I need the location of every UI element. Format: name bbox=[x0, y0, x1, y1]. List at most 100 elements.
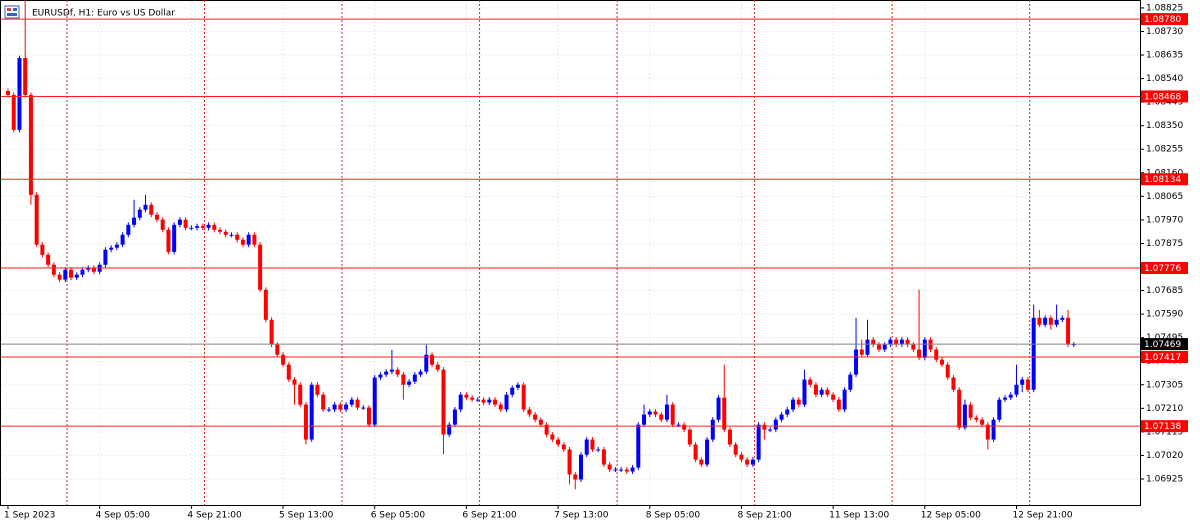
candle-body bbox=[727, 429, 732, 445]
candle-body bbox=[813, 384, 818, 395]
candle-body bbox=[378, 374, 383, 378]
candle-body bbox=[848, 374, 853, 390]
candle-body bbox=[647, 411, 652, 415]
candle-body bbox=[1014, 384, 1019, 395]
candle-body bbox=[332, 404, 337, 410]
candle-body bbox=[218, 229, 223, 232]
candle-body bbox=[888, 339, 893, 345]
x-tick-label: 1 Sep 2023 bbox=[4, 511, 55, 521]
candle-body bbox=[991, 419, 996, 440]
candle-body bbox=[510, 387, 515, 395]
level-label-box bbox=[1141, 420, 1188, 433]
candle-body bbox=[1003, 397, 1008, 400]
candle-body bbox=[464, 394, 469, 398]
candle-body bbox=[636, 424, 641, 468]
candle-body bbox=[773, 419, 778, 430]
candle-body bbox=[653, 411, 658, 415]
candle-body bbox=[556, 439, 561, 445]
y-tick-label: 1.08445 bbox=[1146, 98, 1183, 108]
candle-body bbox=[619, 469, 624, 471]
candle-body bbox=[590, 439, 595, 450]
y-tick-label: 1.07305 bbox=[1146, 380, 1183, 390]
level-label-box bbox=[1141, 261, 1188, 274]
chart-title: EURUSDf, H1: Euro vs US Dollar bbox=[32, 9, 175, 19]
candle-body bbox=[132, 217, 137, 225]
candle-body bbox=[493, 399, 498, 405]
candle-body bbox=[321, 394, 326, 410]
x-tick-label: 5 Sep 13:00 bbox=[279, 511, 334, 521]
candle-body bbox=[401, 374, 406, 385]
candle-body bbox=[808, 379, 813, 385]
candle-body bbox=[240, 239, 245, 245]
candle-body bbox=[154, 214, 159, 220]
candle-body bbox=[802, 379, 807, 405]
candle-body bbox=[922, 339, 927, 358]
candle-body bbox=[475, 399, 480, 401]
candle-body bbox=[968, 404, 973, 418]
candle-body bbox=[550, 434, 555, 440]
candle-body bbox=[894, 339, 899, 345]
y-tick-label: 1.08825 bbox=[1146, 3, 1183, 13]
level-label-box bbox=[1141, 90, 1188, 103]
candle-body bbox=[1060, 317, 1065, 320]
candle-body bbox=[275, 344, 280, 355]
y-tick-label: 1.07210 bbox=[1146, 404, 1183, 414]
candle-body bbox=[23, 58, 28, 95]
level-label: 1.07776 bbox=[1144, 264, 1181, 274]
candle-body bbox=[418, 371, 423, 375]
candle-body bbox=[934, 349, 939, 360]
candle-body bbox=[258, 244, 263, 290]
candle-body bbox=[1031, 317, 1036, 390]
candle-body bbox=[34, 194, 39, 245]
candle-body bbox=[246, 234, 251, 245]
candle-body bbox=[80, 269, 85, 275]
candle-body bbox=[768, 429, 773, 431]
candle-body bbox=[567, 449, 572, 475]
candle-body bbox=[384, 371, 389, 375]
y-tick-label: 1.07590 bbox=[1146, 310, 1183, 320]
candle-body bbox=[865, 339, 870, 355]
y-tick-label: 1.07115 bbox=[1146, 427, 1183, 437]
candle-body bbox=[46, 254, 51, 265]
candle-body bbox=[430, 354, 435, 365]
candle-body bbox=[573, 474, 578, 480]
level-label-box bbox=[1141, 173, 1188, 186]
candle-body bbox=[710, 419, 715, 440]
candle-body bbox=[882, 344, 887, 350]
level-label-box bbox=[1141, 13, 1188, 26]
candle-body bbox=[40, 244, 45, 255]
y-tick-label: 1.08730 bbox=[1146, 27, 1183, 37]
candle-body bbox=[86, 267, 91, 270]
candle-body bbox=[762, 424, 767, 430]
candle-body bbox=[876, 344, 881, 350]
candle-body bbox=[292, 379, 297, 385]
candle-body bbox=[831, 394, 836, 400]
candle-body bbox=[149, 204, 154, 215]
candle-body bbox=[750, 459, 755, 465]
candle-body bbox=[137, 209, 142, 218]
candle-body bbox=[487, 399, 492, 403]
candle-body bbox=[682, 424, 687, 430]
candle-body bbox=[17, 58, 22, 130]
candle-body bbox=[624, 469, 629, 472]
candle-body bbox=[498, 404, 503, 410]
y-tick-label: 1.08540 bbox=[1146, 74, 1183, 84]
candle-body bbox=[470, 397, 475, 400]
x-tick-label: 11 Sep 13:00 bbox=[829, 511, 889, 521]
candle-body bbox=[745, 459, 750, 465]
candle-body bbox=[951, 377, 956, 390]
x-tick-label: 12 Sep 21:00 bbox=[1012, 511, 1072, 521]
candle-body bbox=[126, 224, 131, 235]
candle-body bbox=[739, 454, 744, 460]
x-tick-label: 8 Sep 21:00 bbox=[737, 511, 792, 521]
candle-body bbox=[939, 359, 944, 365]
candle-body bbox=[601, 449, 606, 465]
candle-body bbox=[854, 349, 859, 375]
candle-body bbox=[796, 399, 801, 405]
candle-body bbox=[11, 94, 16, 130]
candle-body bbox=[699, 459, 704, 465]
y-tick-label: 1.08635 bbox=[1146, 51, 1183, 61]
candle-body bbox=[412, 374, 417, 382]
candle-body bbox=[791, 399, 796, 410]
candle-body bbox=[160, 219, 165, 230]
